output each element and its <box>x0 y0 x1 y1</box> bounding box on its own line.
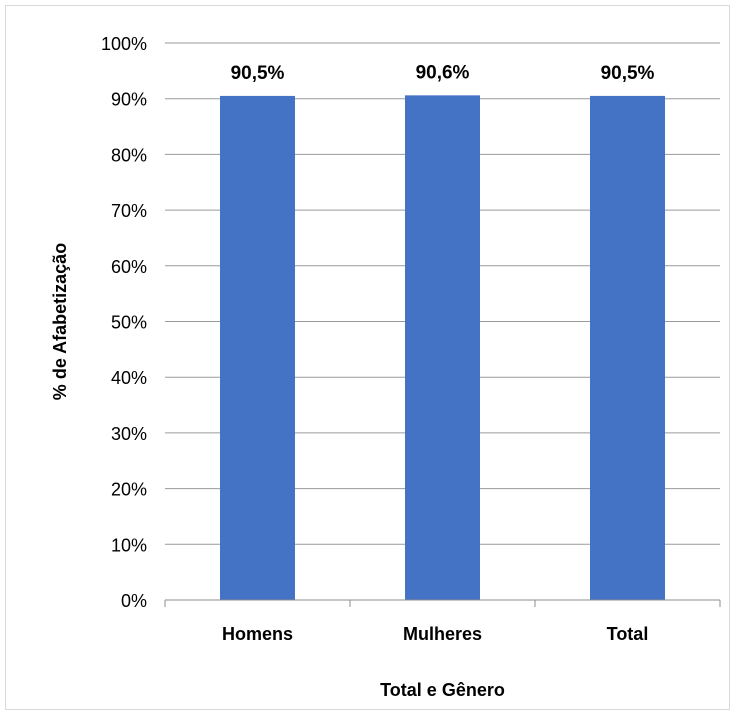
bars <box>220 95 665 600</box>
bar-homens <box>220 95 295 600</box>
data-label: 90,5% <box>601 63 655 84</box>
y-axis-title: % de Afabetização <box>50 243 70 400</box>
y-tick-label: 70% <box>111 201 147 221</box>
x-tick-labels: Homens Mulheres Total <box>222 624 648 644</box>
y-tick-label: 10% <box>111 535 147 555</box>
x-tick-label: Homens <box>222 624 293 644</box>
y-tick-label: 20% <box>111 480 147 500</box>
bar-mulheres <box>405 95 480 600</box>
y-tick-label: 100% <box>101 34 147 54</box>
y-tick-label: 60% <box>111 257 147 277</box>
data-labels: 90,5% 90,6% 90,5% <box>231 62 655 84</box>
y-tick-label: 40% <box>111 368 147 388</box>
y-tick-label: 30% <box>111 424 147 444</box>
y-tick-label: 90% <box>111 90 147 110</box>
data-label: 90,6% <box>416 62 470 83</box>
axes <box>164 599 721 607</box>
bar-total <box>590 95 665 600</box>
data-label: 90,5% <box>231 63 285 84</box>
y-tick-label: 80% <box>111 145 147 165</box>
x-tick-label: Total <box>607 624 649 644</box>
y-tick-labels: 0% 10% 20% 30% 40% 50% 60% 70% 80% 90% 100% <box>101 34 147 611</box>
y-tick-label: 50% <box>111 313 147 333</box>
y-tick-label: 0% <box>121 591 147 611</box>
x-axis-title: Total e Gênero <box>380 680 505 700</box>
x-tick-label: Mulheres <box>403 624 482 644</box>
